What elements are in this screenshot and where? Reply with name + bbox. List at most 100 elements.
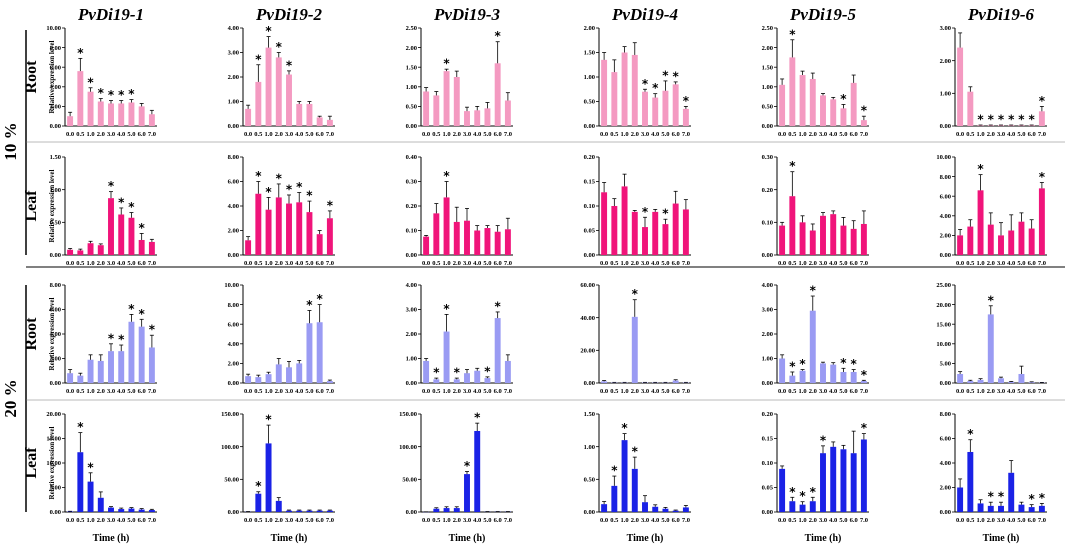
bar bbox=[662, 90, 669, 126]
bar bbox=[77, 375, 84, 383]
bar bbox=[967, 381, 974, 383]
x-tick-label: 7.0 bbox=[326, 388, 334, 395]
significance-marker: * bbox=[464, 459, 471, 473]
x-tick-label: 0.5 bbox=[254, 517, 263, 524]
bar bbox=[118, 103, 125, 126]
x-tick-label: 0.0 bbox=[66, 131, 74, 138]
chart-panel: 0.00 2.00 4.00 6.00 8.00 0.0 * 0.5 1.0 * 2.0 * 3.0 4.… bbox=[940, 411, 1047, 544]
chart-panel: 0.001.002.003.000.0 0.5*1.0*2.0*3.0*4.0*5… bbox=[940, 25, 1047, 138]
x-tick-label: 6.0 bbox=[138, 260, 146, 267]
bar bbox=[820, 453, 826, 512]
y-tick-label: 100.00 bbox=[221, 444, 239, 451]
x-tick-label: 0.5 bbox=[788, 517, 797, 524]
bar bbox=[326, 510, 333, 512]
significance-marker: * bbox=[276, 171, 283, 185]
significance-marker: * bbox=[977, 113, 984, 127]
x-tick-label: 0.5 bbox=[788, 131, 797, 138]
bar bbox=[433, 508, 440, 512]
y-tick-label: 20.00 bbox=[936, 302, 951, 309]
x-tick-label: 3.0 bbox=[463, 388, 471, 395]
x-tick-label: 2.0 bbox=[453, 131, 461, 138]
x-tick-label: 4.0 bbox=[473, 131, 481, 138]
x-tick-label: 1.0 bbox=[442, 131, 450, 138]
bar bbox=[97, 360, 104, 383]
significance-marker: * bbox=[454, 366, 461, 380]
bar bbox=[799, 75, 806, 126]
significance-marker: * bbox=[789, 359, 796, 373]
x-tick-label: 1.0 bbox=[976, 131, 984, 138]
chart-panel: 0.00 1.00 2.00 3.00 4.00 0.0 * 0.5 * 1.0 * 2.0 3.0 4.… bbox=[406, 282, 513, 395]
x-tick-label: 4.0 bbox=[651, 131, 659, 138]
bar bbox=[957, 47, 964, 126]
y-tick-label: 4.00 bbox=[50, 331, 61, 338]
significance-marker: * bbox=[139, 307, 146, 321]
significance-marker: * bbox=[662, 207, 669, 221]
x-tick-label: 2.0 bbox=[809, 131, 817, 138]
bar bbox=[672, 203, 679, 255]
bar bbox=[1008, 472, 1015, 512]
x-axis-label: Time (h) bbox=[983, 533, 1020, 544]
x-tick-label: 7.0 bbox=[504, 517, 512, 524]
x-tick-label: 1.0 bbox=[264, 131, 272, 138]
chart-panel: Relative expression level 0.00 2.00 4.00 6.0… bbox=[48, 282, 157, 395]
bar bbox=[148, 241, 155, 255]
y-tick-label: 8.00 bbox=[228, 154, 239, 161]
y-tick-label: 0.00 bbox=[940, 509, 951, 516]
y-tick-label: 50.00 bbox=[402, 477, 417, 484]
bar bbox=[652, 211, 659, 255]
y-tick-label: 10.00 bbox=[46, 25, 61, 32]
bar bbox=[820, 95, 826, 126]
significance-marker: * bbox=[98, 86, 105, 100]
y-tick-label: 15.00 bbox=[46, 436, 61, 443]
y-tick-label: 2.00 bbox=[762, 331, 773, 338]
bar bbox=[245, 240, 252, 255]
x-tick-label: 4.0 bbox=[829, 260, 837, 267]
bar bbox=[296, 510, 303, 512]
significance-marker: * bbox=[1008, 113, 1015, 127]
y-tick-label: 4.00 bbox=[228, 203, 239, 210]
x-tick-label: 1.0 bbox=[264, 260, 272, 267]
chart-panel: 0.00 0.50 1.00 1.50 2.00 2.50 0.0 * 0.5 1.0 2.0 3.0… bbox=[762, 25, 869, 138]
bar bbox=[464, 373, 470, 383]
x-tick-label: 6.0 bbox=[316, 260, 324, 267]
y-tick-label: 2.50 bbox=[762, 25, 773, 32]
x-tick-label: 3.0 bbox=[641, 131, 649, 138]
x-tick-label: 0.5 bbox=[610, 260, 619, 267]
x-tick-label: 3.0 bbox=[997, 131, 1005, 138]
bar bbox=[108, 351, 114, 383]
x-tick-label: 7.0 bbox=[1038, 260, 1046, 267]
significance-marker: * bbox=[642, 205, 649, 219]
y-tick-label: 0.50 bbox=[584, 99, 595, 106]
x-tick-label: 2.0 bbox=[987, 131, 995, 138]
x-axis-label: Time (h) bbox=[93, 533, 130, 544]
significance-marker: * bbox=[77, 46, 84, 60]
x-tick-label: 0.0 bbox=[66, 260, 74, 267]
bar bbox=[809, 501, 816, 512]
chart-panel: Relative expression level 0.00 0.50 1.00 1.5… bbox=[48, 154, 157, 267]
x-tick-label: 6.0 bbox=[672, 131, 680, 138]
y-tick-label: 0.40 bbox=[406, 154, 417, 161]
y-tick-label: 0.00 bbox=[50, 123, 61, 130]
bar bbox=[97, 497, 104, 512]
y-tick-label: 2.00 bbox=[940, 58, 951, 65]
x-tick-label: 0.5 bbox=[788, 388, 797, 395]
x-tick-label: 7.0 bbox=[682, 131, 690, 138]
significance-marker: * bbox=[632, 445, 639, 459]
bar bbox=[652, 97, 659, 126]
bar bbox=[453, 221, 460, 255]
bar bbox=[977, 190, 984, 255]
bar bbox=[443, 331, 450, 383]
y-tick-label: 0.00 bbox=[584, 509, 595, 516]
y-tick-label: 0.50 bbox=[50, 220, 61, 227]
x-tick-label: 3.0 bbox=[107, 517, 115, 524]
bar bbox=[809, 310, 816, 383]
bar bbox=[87, 481, 94, 512]
y-tick-label: 1.00 bbox=[762, 84, 773, 91]
x-tick-label: 4.0 bbox=[1007, 131, 1015, 138]
chart-panel: 0.00 0.05 0.10 0.15 0.20 0.0 * 0.5 * 1.0 * 2.0 * 3.0 4… bbox=[762, 411, 869, 544]
x-tick-label: 7.0 bbox=[326, 131, 334, 138]
bar bbox=[957, 487, 964, 512]
x-tick-label: 5.0 bbox=[483, 260, 491, 267]
y-tick-label: 6.00 bbox=[228, 321, 239, 328]
